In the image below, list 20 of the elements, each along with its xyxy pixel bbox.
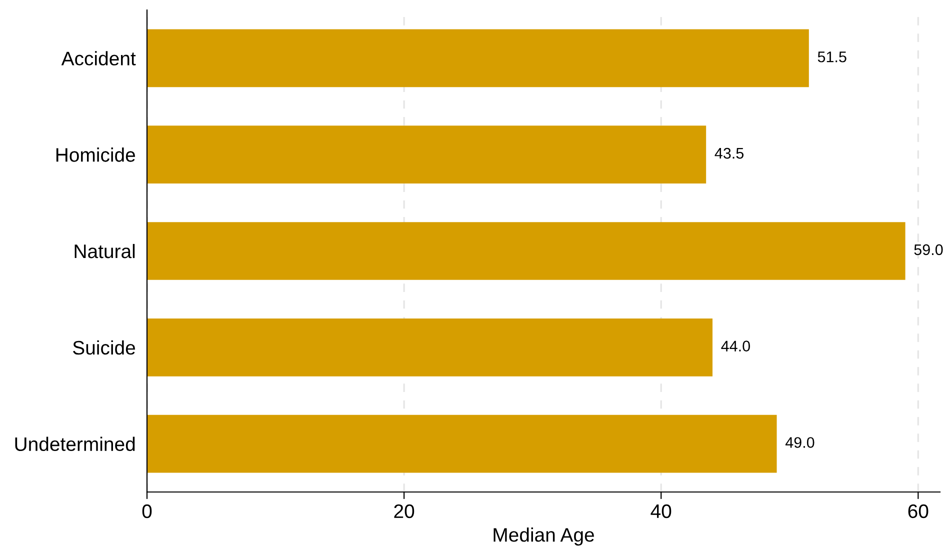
data-label: 43.5 bbox=[714, 148, 744, 159]
data-label: 49.0 bbox=[785, 437, 814, 448]
y-tick-label: Natural bbox=[74, 244, 135, 258]
bar bbox=[147, 126, 706, 184]
x-tick-label: 20 bbox=[394, 504, 414, 518]
y-tick-label: Homicide bbox=[56, 148, 136, 162]
bar bbox=[147, 318, 713, 376]
x-tick-label: 40 bbox=[650, 504, 672, 518]
bar bbox=[147, 29, 809, 88]
bar bbox=[147, 414, 777, 473]
x-tick-label: 60 bbox=[908, 504, 928, 518]
data-label: 51.5 bbox=[818, 52, 846, 62]
y-tick-label: Suicide bbox=[73, 340, 136, 355]
y-tick-label: Accident bbox=[61, 51, 136, 66]
y-tick-label: Undetermined bbox=[15, 436, 135, 452]
x-axis-title: Median Age bbox=[494, 527, 594, 546]
data-label: 59.0 bbox=[914, 244, 943, 256]
bar bbox=[147, 222, 906, 280]
x-tick-label: 0 bbox=[142, 504, 152, 518]
data-label: 44.0 bbox=[721, 340, 750, 352]
